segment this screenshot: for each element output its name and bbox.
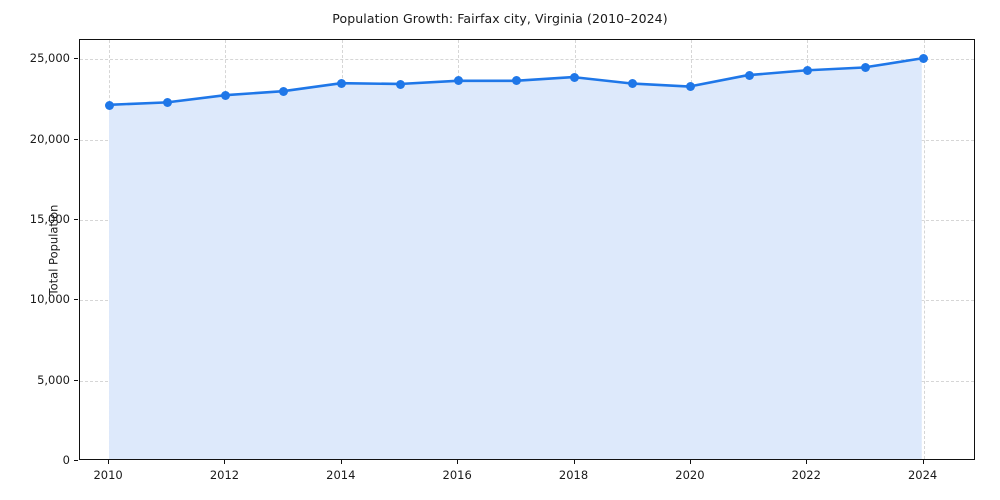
data-point-marker <box>453 76 463 86</box>
area-fill <box>109 58 922 459</box>
data-point-marker <box>744 70 754 80</box>
data-point-marker <box>220 90 230 100</box>
y-tick-mark <box>74 299 78 301</box>
x-tick-mark <box>108 460 110 464</box>
x-tick-mark <box>224 460 226 464</box>
y-tick-mark <box>74 138 78 140</box>
x-tick-mark <box>573 460 575 464</box>
x-tick-label: 2020 <box>675 468 705 482</box>
data-point-marker <box>511 76 521 86</box>
gridline-horizontal <box>80 59 974 61</box>
gridline-vertical <box>923 40 925 459</box>
y-axis-label: Total Population <box>46 204 61 296</box>
data-point-marker <box>628 79 638 89</box>
y-tick-label: 0 <box>62 453 70 467</box>
plot-area <box>79 39 975 460</box>
data-point-marker <box>802 66 812 76</box>
x-tick-mark <box>922 460 924 464</box>
y-tick-mark <box>74 460 78 461</box>
data-point-marker <box>337 78 347 88</box>
data-point-marker <box>279 86 289 96</box>
x-tick-label: 2024 <box>907 468 938 482</box>
data-point-marker <box>919 53 929 63</box>
x-tick-label: 2016 <box>442 468 472 482</box>
chart-title: Population Growth: Fairfax city, Virgini… <box>332 11 668 26</box>
y-tick-label: 20,000 <box>29 131 70 146</box>
x-tick-label: 2010 <box>93 468 123 482</box>
data-point-marker <box>686 82 696 92</box>
x-tick-mark <box>457 460 459 464</box>
x-tick-label: 2022 <box>791 468 821 482</box>
data-point-marker <box>395 79 405 89</box>
area-series <box>107 57 924 459</box>
y-tick-mark <box>74 58 78 60</box>
data-point-marker <box>162 98 172 108</box>
x-tick-mark <box>340 460 342 464</box>
data-point-marker <box>104 100 114 110</box>
x-tick-label: 2018 <box>558 468 589 482</box>
x-tick-label: 2012 <box>209 468 240 482</box>
x-tick-mark <box>806 460 808 464</box>
y-tick-label: 5,000 <box>37 372 70 387</box>
data-point-marker <box>570 72 580 82</box>
y-tick-mark <box>74 218 78 220</box>
x-tick-label: 2014 <box>326 468 356 482</box>
data-point-marker <box>860 63 870 73</box>
y-tick-mark <box>74 379 78 381</box>
y-tick-label: 25,000 <box>29 51 70 66</box>
x-tick-mark <box>689 460 691 464</box>
